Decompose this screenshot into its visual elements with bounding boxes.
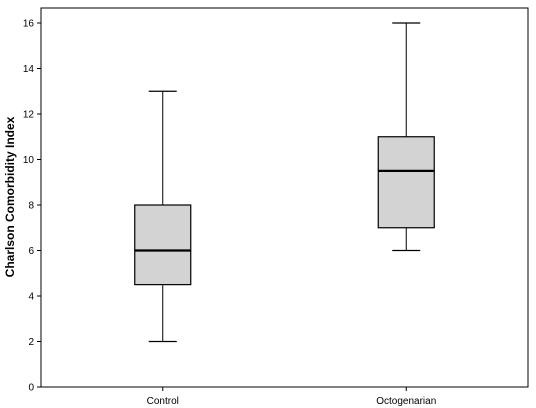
x-tick-label: Control	[147, 396, 179, 407]
iqr-box	[377, 136, 435, 229]
x-axis: Control Octogenarian	[147, 387, 436, 407]
y-tick-label: 12	[23, 110, 35, 121]
box-octogenarian	[377, 22, 435, 252]
y-tick-label: 10	[23, 155, 35, 166]
iqr-box	[134, 204, 192, 286]
x-tick-label: Octogenarian	[376, 396, 436, 407]
y-tick-label: 14	[23, 64, 35, 75]
y-tick-label: 8	[28, 201, 34, 212]
y-tick-label: 2	[28, 337, 34, 348]
boxplot-series	[134, 22, 435, 343]
y-axis-title: Charlson Comorbidity Index	[3, 116, 17, 277]
y-tick-label: 4	[28, 292, 34, 303]
y-tick-label: 0	[28, 383, 34, 394]
y-axis: 0 2 4 6 8 10 12 14 16	[23, 19, 41, 394]
box-control	[134, 90, 192, 343]
y-tick-label: 16	[23, 19, 35, 30]
plot-frame	[40, 7, 529, 388]
y-tick-label: 6	[28, 246, 34, 257]
